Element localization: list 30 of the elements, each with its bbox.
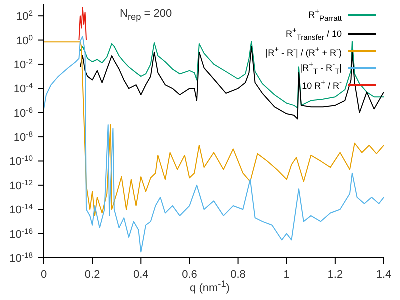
- x-tick-label: 0.8: [230, 269, 246, 281]
- x-tick-label: 0.2: [84, 269, 100, 281]
- y-tick-label: 10$^{-18}$: [10, 250, 33, 265]
- y-tick-label: 10$^{-4}$: [14, 81, 34, 96]
- line-series: [80, 46, 384, 120]
- x-tick-label: 0.6: [182, 269, 198, 281]
- legend-label: 10 R$^{+}$ / R$^{-}$: [302, 77, 342, 92]
- y-tick-label: 10$^{-12}$: [10, 178, 33, 192]
- x-tick-label: 1.2: [328, 269, 344, 281]
- x-axis-title: q (nm$^{-1}$): [190, 279, 230, 295]
- legend-label: |R$^{+}$$_{T}$ - R$^{-}$$_{T}$|: [300, 58, 342, 78]
- x-tick-label: 1: [284, 269, 290, 281]
- line-series: [44, 36, 384, 253]
- line-series: [80, 40, 384, 109]
- y-tick-label: 10$^{-10}$: [10, 154, 33, 168]
- text: |R$^{+}$ - R$^{-}$| / (R$^{+}$ + R$^{-}$): [266, 44, 342, 58]
- x-tick-label: 0: [40, 269, 48, 281]
- line-series: [44, 42, 384, 216]
- x-tick-label: 0.4: [133, 269, 149, 281]
- y-tick-label: 10$^{-14}$: [10, 202, 34, 217]
- y-tick-label: 10$^{2}$: [16, 8, 33, 24]
- legend-label: R$^{+}$$_{Transfer}$ / 10: [286, 24, 342, 44]
- y-tick-label: 10$^{0}$: [16, 32, 33, 48]
- x-tick-label: 1.4: [376, 269, 392, 281]
- annotation: N$_{rep}$ = 200: [120, 8, 172, 22]
- y-tick-label: 10$^{-6}$: [14, 105, 33, 120]
- y-tick-label: 10$^{-2}$: [14, 56, 33, 72]
- line-series: [78, 7, 87, 41]
- y-tick-label: 10$^{-16}$: [10, 226, 33, 241]
- y-tick-label: 10$^{-8}$: [14, 130, 33, 144]
